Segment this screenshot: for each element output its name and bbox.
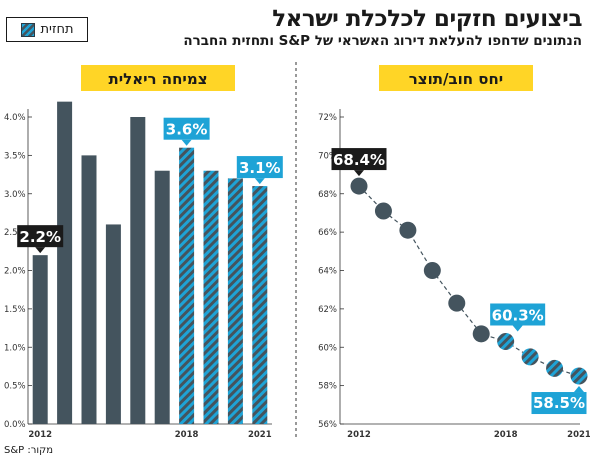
x-tick-label: 2012 <box>28 430 52 440</box>
y-tick-label: 70% <box>318 151 337 161</box>
callout-pointer <box>254 178 265 185</box>
data-point <box>570 367 588 385</box>
debt-chart: יחס חוב/תוצר 72% 70% 68% 66% 64% 62% 60% 58% 56% 2… <box>318 65 590 440</box>
callout-pointer <box>354 170 364 177</box>
bar <box>32 255 48 424</box>
growth-chart: צמיחה ריאלית 4.0% 3.5% 3.0% 2.5% 2.0% 1.5% 1.0%… <box>4 65 283 440</box>
y-tick-label: 0.0% <box>4 420 26 430</box>
y-tick-label: 60% <box>318 343 337 353</box>
callout-pointer <box>35 247 46 254</box>
y-tick-label: 3.5% <box>4 151 26 161</box>
data-point <box>497 332 515 350</box>
y-tick-label: 2.0% <box>4 267 26 277</box>
data-point <box>521 348 539 366</box>
data-point <box>546 359 564 377</box>
bar <box>227 178 243 424</box>
callout-label: 2.2% <box>19 228 61 246</box>
bar <box>252 186 268 424</box>
y-tick-label: 72% <box>318 113 337 123</box>
callout-box <box>490 303 546 326</box>
callout-box <box>163 117 210 140</box>
panel-title-bg <box>81 65 235 91</box>
callout-label: 68.4% <box>333 151 385 169</box>
callout-box <box>236 156 283 179</box>
x-tick-label: 2018 <box>494 430 518 440</box>
y-tick-label: 1.0% <box>4 343 26 353</box>
y-tick-label: 56% <box>318 420 337 430</box>
legend-forecast-swatch <box>20 22 35 37</box>
bar <box>81 155 97 424</box>
callout-box <box>331 148 387 171</box>
callout-pointer <box>512 325 523 332</box>
callout-box <box>531 392 587 415</box>
callout-pointer <box>181 139 192 146</box>
y-tick-label: 58% <box>318 382 337 392</box>
series-line <box>358 185 580 377</box>
y-tick-label: 64% <box>318 267 337 277</box>
panel-title-bg <box>379 65 533 91</box>
data-point <box>399 221 417 239</box>
page-subtitle: הנתונים שדחפו להעלאת דירוג האשראי של S&P… <box>183 33 582 49</box>
data-point <box>472 325 490 343</box>
data-point <box>374 202 392 220</box>
x-tick-label: 2018 <box>175 430 199 440</box>
x-tick-label: 2012 <box>347 430 371 440</box>
bar <box>105 224 121 424</box>
panel-title: יחס חוב/תוצר <box>409 70 503 88</box>
data-point <box>350 177 368 195</box>
panel-title: צמיחה ריאלית <box>108 70 207 88</box>
y-tick-label: 1.5% <box>4 305 26 315</box>
data-point <box>448 294 466 312</box>
y-tick-label: 68% <box>318 190 337 200</box>
callout-label: 3.6% <box>166 121 208 139</box>
callout-label: 60.3% <box>492 306 544 324</box>
y-tick-label: 2.5% <box>4 228 26 238</box>
y-tick-label: 66% <box>318 228 337 238</box>
bar <box>203 170 219 424</box>
x-tick-label: 2021 <box>248 430 272 440</box>
bar <box>57 101 73 425</box>
source-note: מקור: S&P <box>4 445 53 456</box>
y-tick-label: 0.5% <box>4 382 26 392</box>
callout-label: 58.5% <box>533 394 585 412</box>
y-tick-label: 3.0% <box>4 190 26 200</box>
page-title: ביצועים חזקים לכלכלת ישראל <box>272 6 582 32</box>
callout-label: 3.1% <box>239 159 281 177</box>
chart-legend: תחזית <box>6 17 88 42</box>
y-tick-label: 62% <box>318 305 337 315</box>
x-tick-label: 2021 <box>567 430 590 440</box>
legend-label: תחזית <box>40 22 74 37</box>
data-point <box>423 262 441 279</box>
bar <box>130 117 146 424</box>
bar <box>154 170 170 424</box>
bar <box>179 147 195 424</box>
y-tick-label: 4.0% <box>4 113 26 123</box>
callout-box <box>17 225 64 248</box>
callout-pointer <box>574 386 584 393</box>
